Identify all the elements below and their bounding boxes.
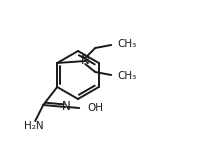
Text: H₂N: H₂N — [24, 121, 44, 131]
Text: OH: OH — [87, 103, 103, 113]
Text: N: N — [62, 101, 71, 114]
Text: CH₃: CH₃ — [117, 71, 136, 81]
Text: CH₃: CH₃ — [117, 39, 136, 49]
Text: N: N — [81, 54, 90, 67]
